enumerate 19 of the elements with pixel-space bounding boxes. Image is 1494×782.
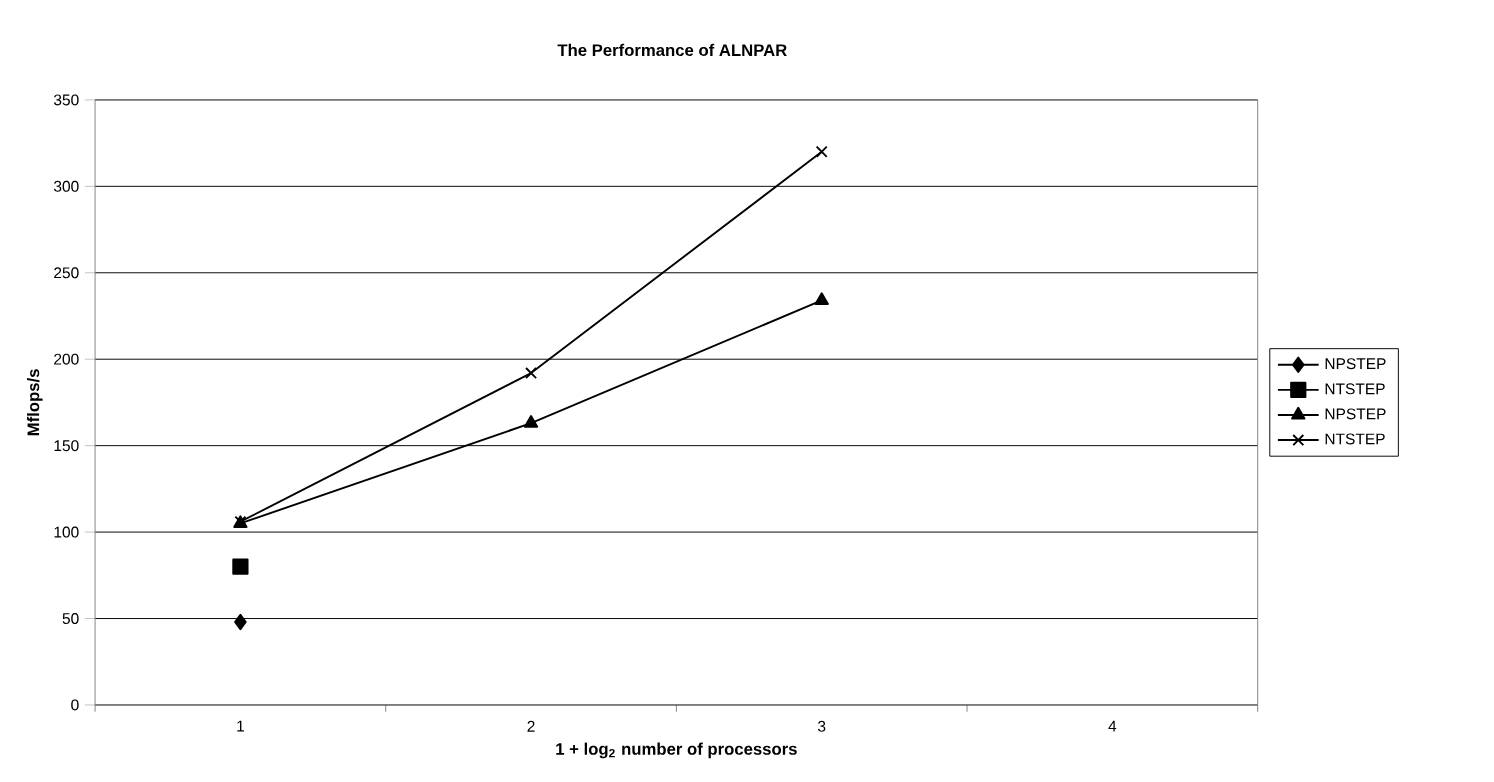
y-tick-label: 350 xyxy=(53,94,79,106)
y-tick-label: 300 xyxy=(53,180,79,192)
y-tick-label: 250 xyxy=(54,267,79,279)
chart-title: The Performance of ALNPAR xyxy=(557,43,787,57)
x-axis-title: 1 + log$_{2}$ number of processors xyxy=(556,742,797,759)
legend-label: NTSTEP xyxy=(1325,383,1385,395)
x-tick-label: 1 xyxy=(237,720,244,732)
legend-label: NPSTEP xyxy=(1325,358,1386,370)
x-tick-label: 2 xyxy=(527,720,535,732)
y-tick-label: 0 xyxy=(71,699,79,711)
y-tick-label: 200 xyxy=(54,353,79,365)
y-axis-title: Mflops/s xyxy=(26,369,43,436)
x-tick-label: 4 xyxy=(1108,720,1117,732)
legend-label: NTSTEP xyxy=(1325,433,1385,445)
x-tick-label: 3 xyxy=(817,720,826,732)
y-tick-label: 100 xyxy=(54,526,79,538)
y-tick-label: 150 xyxy=(54,440,79,452)
y-tick-label: 50 xyxy=(62,613,79,625)
legend-label: NPSTEP xyxy=(1325,408,1386,420)
